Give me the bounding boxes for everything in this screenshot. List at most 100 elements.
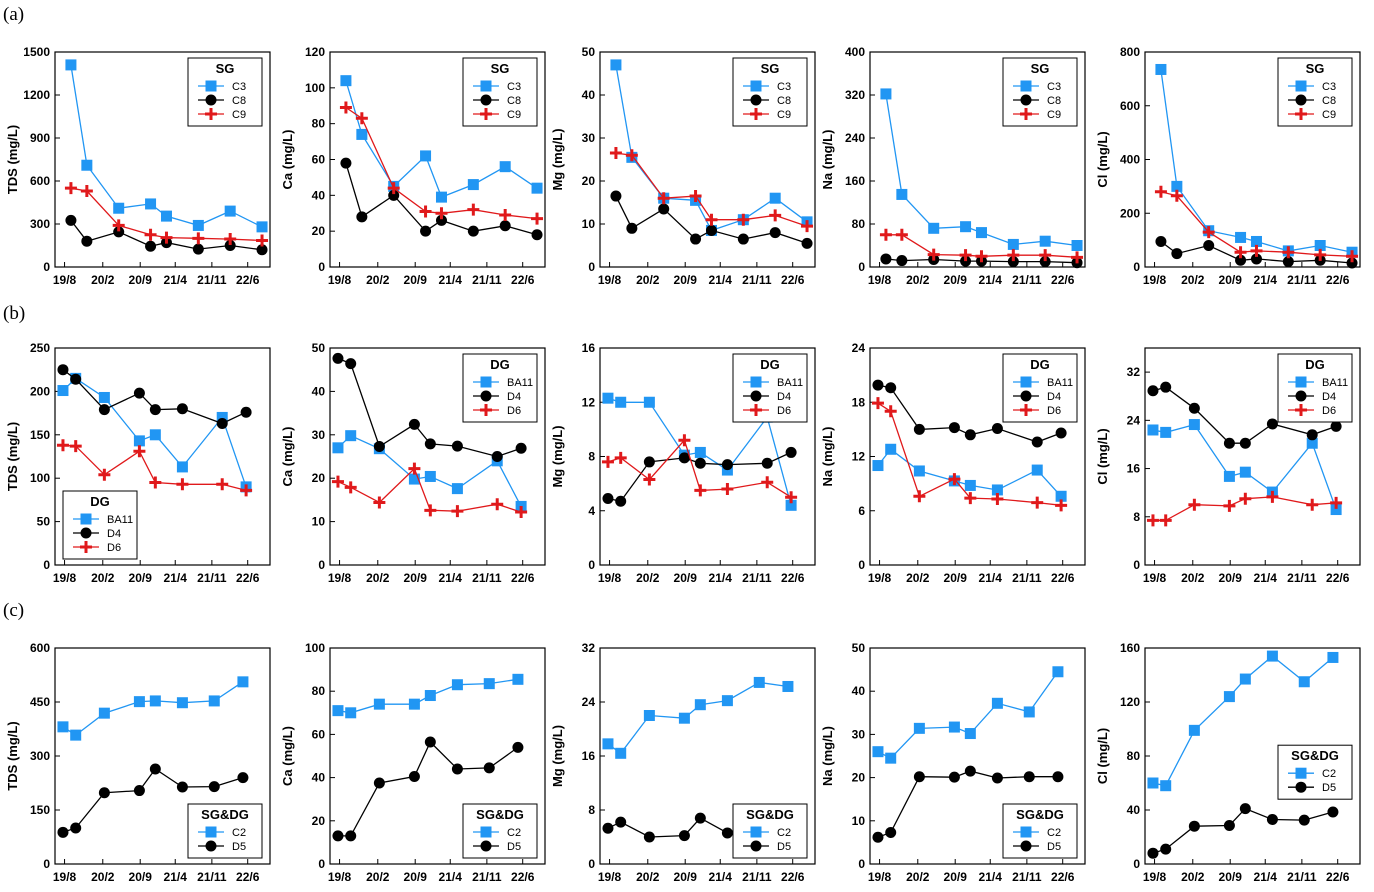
legend: SG&DG C2 D5 (1002, 803, 1078, 859)
y-tick-label: 40 (312, 188, 326, 202)
data-point-c3 (113, 202, 125, 214)
x-tick-label: 22/6 (236, 571, 260, 585)
panel-b-mg: 0 4 8 12 16 19/8 20/2 20/9 21/4 21/11 22/6 Mg (mg/L… (550, 341, 816, 585)
y-tick-label: 600 (30, 641, 50, 655)
series-c8 (610, 190, 813, 249)
data-point-ba11 (424, 470, 436, 482)
x-tick-label: 20/2 (91, 870, 115, 884)
series-c9 (1154, 185, 1359, 263)
data-point-d5 (602, 822, 614, 834)
data-point-d6 (991, 492, 1004, 505)
y-tick-label: 40 (312, 384, 326, 398)
data-point-d4 (1160, 381, 1172, 393)
series-d4 (1147, 381, 1342, 449)
y-tick-label: 0 (588, 260, 595, 274)
data-point-c3 (880, 88, 892, 100)
legend-entry-c2: C2 (507, 827, 521, 839)
plot-frame (329, 647, 546, 865)
data-point-d5 (1298, 814, 1310, 826)
panel-b-na: 0 6 12 18 24 19/8 20/2 20/9 21/4 21/11 22/6 Na (mg/… (820, 341, 1086, 585)
legend-title: DG (90, 494, 110, 509)
x-tick-label: 20/9 (944, 571, 968, 585)
data-point-d5 (345, 830, 357, 842)
x-tick-label: 19/8 (1143, 571, 1167, 585)
series-d4 (57, 364, 252, 430)
data-point-d5 (1052, 771, 1064, 783)
x-tick-label: 20/2 (366, 870, 390, 884)
data-point-d4 (332, 352, 344, 364)
legend-marker-c3 (480, 80, 492, 92)
data-point-d6 (694, 484, 707, 497)
data-point-d4 (785, 446, 797, 458)
legend-marker-d5 (205, 840, 217, 852)
legend-box (732, 57, 808, 127)
data-point-c9 (1154, 185, 1167, 198)
legend-title: SG (491, 61, 510, 76)
legend-title: DG (760, 357, 780, 372)
y-axis-label: Na (mg/L) (820, 726, 835, 786)
data-point-ba11 (694, 446, 706, 458)
data-point-c9 (1039, 249, 1052, 262)
y-axis-label: TDS (mg/L) (5, 721, 20, 790)
plot-frame (329, 347, 546, 566)
legend-entry-d5: D5 (1322, 782, 1336, 794)
data-point-d5 (149, 763, 161, 775)
y-tick-label: 30 (312, 428, 326, 442)
data-point-d4 (964, 429, 976, 441)
legend-marker-d6 (80, 541, 92, 553)
data-point-d5 (678, 830, 690, 842)
panel-c-tds: 0 150 300 450 600 19/8 20/2 20/9 21/4 21/11 22/6 TD… (5, 641, 271, 884)
data-point-c9 (927, 248, 940, 261)
legend-entry-c9: C9 (232, 109, 246, 121)
y-tick-label: 0 (318, 260, 325, 274)
x-tick-label: 22/6 (511, 273, 535, 287)
legend-entry-d4: D4 (507, 391, 521, 403)
legend-entry-ba11: BA11 (1322, 377, 1348, 389)
legend-box (1277, 353, 1353, 423)
data-point-c8 (690, 233, 702, 245)
data-point-d6 (1266, 490, 1279, 503)
data-point-c2 (1298, 676, 1310, 688)
legend-marker-c2 (205, 826, 217, 838)
data-point-d6 (678, 434, 691, 447)
x-tick-label: 19/8 (598, 571, 622, 585)
data-point-c8 (1155, 235, 1167, 247)
legend-entry-ba11: BA11 (507, 377, 533, 389)
panel-b-cl: 0 8 16 24 32 19/8 20/2 20/9 21/4 21/11 22/6 Cl (mg/… (1095, 347, 1361, 585)
x-tick-label: 21/11 (1012, 273, 1042, 287)
data-point-d6 (1031, 496, 1044, 509)
data-point-d4 (991, 422, 1003, 434)
series-c9 (64, 182, 269, 247)
legend-marker-d5 (1020, 840, 1032, 852)
data-point-c9 (256, 234, 269, 247)
data-point-d4 (491, 451, 503, 462)
data-point-d6 (373, 496, 386, 509)
data-point-c2 (176, 697, 188, 709)
data-point-d5 (1239, 803, 1251, 815)
data-point-ba11 (1188, 419, 1200, 431)
legend-box (732, 803, 808, 859)
legend-marker-d5 (480, 840, 492, 852)
legend-entry-c3: C3 (507, 81, 521, 93)
data-point-ba11 (1055, 490, 1067, 502)
data-point-d4 (678, 452, 690, 464)
data-point-c2 (1266, 650, 1278, 662)
data-point-c8 (356, 211, 368, 223)
data-point-c3 (192, 219, 204, 231)
data-point-c8 (880, 253, 892, 265)
series-line-d4 (607, 451, 792, 503)
y-tick-label: 40 (852, 684, 866, 698)
data-point-d5 (615, 816, 627, 828)
legend: DG BA11 D4 D6 (732, 353, 808, 423)
legend-box (1277, 744, 1353, 800)
series-c2 (57, 676, 249, 741)
data-point-c2 (208, 695, 220, 707)
legend-marker-c8 (750, 94, 762, 106)
y-tick-label: 0 (43, 260, 50, 274)
series-c9 (879, 228, 1084, 264)
data-point-d4 (149, 404, 161, 416)
y-tick-label: 200 (1120, 206, 1140, 220)
x-tick-label: 21/4 (1254, 273, 1278, 287)
data-point-d6 (1306, 498, 1319, 511)
data-point-d5 (133, 785, 145, 797)
